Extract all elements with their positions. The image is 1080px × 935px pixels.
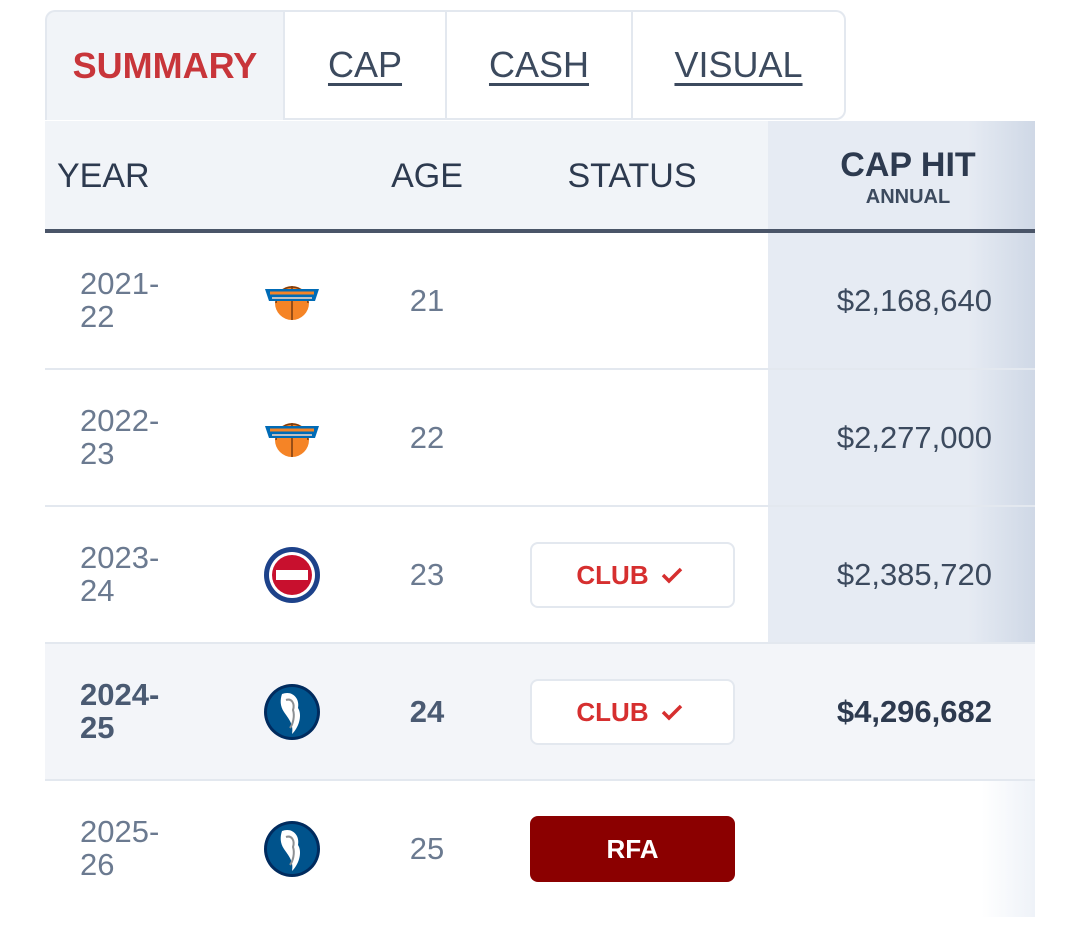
tab-summary[interactable]: SUMMARY xyxy=(45,10,285,120)
check-icon xyxy=(661,704,682,721)
header-age: AGE xyxy=(391,157,463,195)
status-badge: CLUB xyxy=(530,679,735,745)
status-badge: RFA xyxy=(530,816,735,882)
age: 22 xyxy=(409,420,445,455)
cap-hit: $4,296,682 xyxy=(836,694,992,729)
team-logo xyxy=(265,286,319,320)
team-logo xyxy=(264,684,320,740)
tab-visual[interactable]: VISUAL xyxy=(633,10,846,120)
header-rule xyxy=(45,229,1035,233)
header-cap-hit-sub: ANNUAL xyxy=(865,186,951,208)
row: 2023-24 23 CLUB $2,385,720 xyxy=(45,507,1035,644)
header-year: YEAR xyxy=(57,157,150,195)
cap-hit: $2,277,000 xyxy=(836,420,992,455)
row: 2024-25 24 CLUB $4,296,682 xyxy=(45,644,1035,781)
tabs: SUMMARY CAP CASH VISUAL xyxy=(45,10,846,120)
year: 2023-24 xyxy=(80,540,160,608)
age: 23 xyxy=(409,557,445,592)
header-status: STATUS xyxy=(567,157,697,195)
cap-column-bg xyxy=(768,781,1035,917)
year: 2024-25 xyxy=(80,677,160,745)
table-header xyxy=(45,121,768,230)
row: 2025-26 25 RFA xyxy=(45,781,1035,918)
tab-cap[interactable]: CAP xyxy=(285,10,447,120)
team-logo xyxy=(264,547,320,603)
age: 21 xyxy=(409,283,445,318)
row: 2022-23 22 $2,277,000 xyxy=(45,370,1035,507)
team-logo xyxy=(264,821,320,877)
status: CLUB xyxy=(576,696,649,727)
status-badge: CLUB xyxy=(530,542,735,608)
age: 25 xyxy=(409,831,445,866)
header-cap-hit: CAP HIT xyxy=(840,146,976,184)
cap-hit: $2,168,640 xyxy=(836,283,992,318)
year: 2025-26 xyxy=(80,814,160,882)
year: 2021-22 xyxy=(80,266,160,334)
age: 24 xyxy=(409,694,445,729)
team-logo xyxy=(265,423,319,457)
year: 2022-23 xyxy=(80,403,160,471)
row: 2021-22 21 $2,168,640 xyxy=(45,233,1035,370)
tab-cash[interactable]: CASH xyxy=(447,10,633,120)
status: CLUB xyxy=(576,559,649,590)
check-icon xyxy=(661,567,682,584)
cap-hit: $2,385,720 xyxy=(836,557,992,592)
